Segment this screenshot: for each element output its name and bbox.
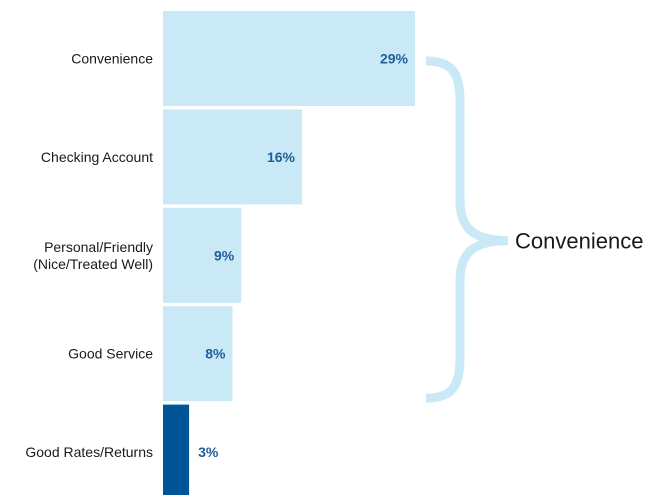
category-label-good-rates-returns: Good Rates/Returns — [25, 444, 153, 460]
convenience-brace — [425, 56, 509, 403]
value-label-convenience: 29% — [380, 51, 409, 67]
brace-label: Convenience — [515, 229, 643, 254]
bar-good-service — [163, 306, 233, 402]
bar-personal-friendly-nice-treated-well — [163, 207, 242, 303]
value-labels-group: 29% 16% 9% 8% 3% — [198, 51, 408, 461]
category-label-personal-friendly-nice-treated-well: Personal/Friendly (Nice/Treated Well) — [33, 239, 153, 272]
value-label-good-service: 8% — [205, 346, 226, 362]
value-label-checking-account: 16% — [267, 149, 296, 165]
bars-group — [163, 11, 415, 495]
bar-checking-account — [163, 109, 302, 205]
bar-convenience — [163, 11, 415, 106]
bar-good-rates-returns — [163, 404, 190, 495]
value-label-personal-friendly-nice-treated-well: 9% — [214, 247, 235, 263]
value-label-good-rates-returns: 3% — [198, 444, 219, 460]
category-label-good-service: Good Service — [68, 346, 153, 362]
category-label-checking-account: Checking Account — [41, 149, 153, 165]
category-labels-group: Convenience Checking Account Personal/Frie… — [25, 51, 153, 461]
category-label-convenience: Convenience — [71, 51, 153, 67]
